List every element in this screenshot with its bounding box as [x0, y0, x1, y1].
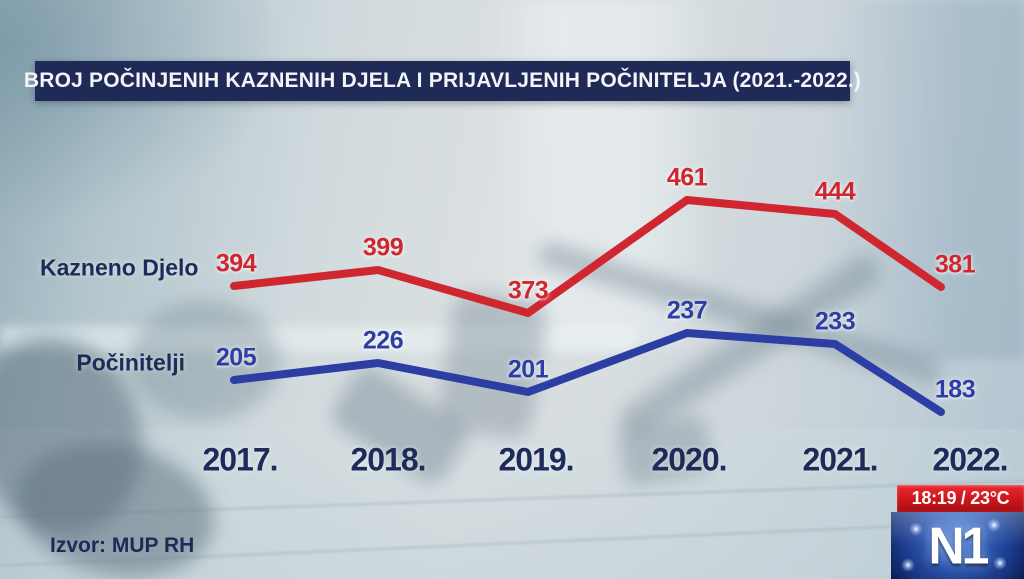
- value-label-počinitelji: 237: [666, 296, 708, 325]
- n1-logo-box: N1: [891, 512, 1024, 579]
- value-label-kazneno-djelo: 373: [507, 276, 549, 305]
- source-label: Izvor: MUP RH: [50, 534, 195, 557]
- value-label-kazneno-djelo: 444: [814, 177, 856, 206]
- x-axis-label: 2022.: [932, 441, 1008, 478]
- x-axis-label: 2018.: [350, 441, 426, 478]
- x-axis-label: 2019.: [498, 441, 574, 478]
- series-line-0: [230, 196, 945, 317]
- time-temperature-strip: 18:19 / 23°C: [897, 485, 1024, 512]
- value-label-kazneno-djelo: 394: [215, 249, 257, 278]
- series-line-1: [230, 329, 945, 416]
- x-axis-label: 2017.: [202, 441, 278, 478]
- legend-pocinitelji: Počinitelji: [76, 349, 185, 376]
- value-label-počinitelji: 233: [814, 307, 856, 336]
- sparkle-icon: [901, 558, 915, 572]
- value-label-kazneno-djelo: 461: [666, 163, 708, 192]
- value-label-počinitelji: 226: [362, 326, 404, 355]
- x-axis-label: 2020.: [651, 441, 727, 478]
- title-banner: BROJ POČINJENIH KAZNENIH DJELA I PRIJAVL…: [24, 61, 861, 101]
- value-label-kazneno-djelo: 381: [934, 250, 976, 279]
- sparkle-icon: [987, 518, 1001, 532]
- sparkle-icon: [909, 522, 923, 536]
- chart-title: BROJ POČINJENIH KAZNENIH DJELA I PRIJAVL…: [23, 69, 862, 92]
- value-label-počinitelji: 201: [507, 355, 549, 384]
- value-label-kazneno-djelo: 399: [362, 233, 404, 262]
- x-axis-label: 2021.: [802, 441, 878, 478]
- value-label-počinitelji: 183: [934, 375, 976, 404]
- time-temperature-text: 18:19 / 23°C: [911, 488, 1010, 508]
- n1-logo: N1: [928, 516, 990, 575]
- legend-kazneno-djelo: Kazneno Djelo: [40, 254, 199, 281]
- sparkle-icon: [993, 556, 1007, 570]
- value-label-počinitelji: 205: [215, 343, 257, 372]
